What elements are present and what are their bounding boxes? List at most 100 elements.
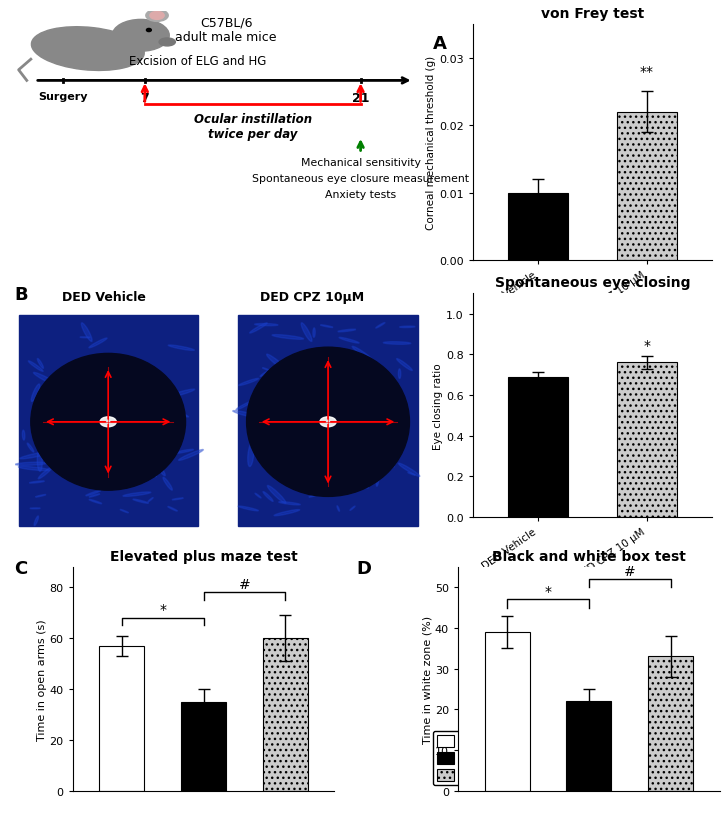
Ellipse shape — [233, 411, 266, 420]
Ellipse shape — [320, 417, 336, 427]
Ellipse shape — [121, 414, 129, 422]
Ellipse shape — [260, 414, 270, 425]
Ellipse shape — [120, 510, 129, 513]
Title: Black and white box test: Black and white box test — [492, 549, 686, 563]
Ellipse shape — [236, 402, 252, 411]
Text: #: # — [624, 564, 635, 578]
Ellipse shape — [36, 495, 46, 498]
Text: DED Vehicle: DED Vehicle — [63, 291, 146, 304]
Ellipse shape — [350, 463, 357, 468]
Ellipse shape — [78, 394, 83, 413]
Ellipse shape — [112, 21, 169, 52]
Ellipse shape — [386, 463, 394, 467]
Ellipse shape — [382, 397, 391, 402]
Ellipse shape — [125, 463, 132, 469]
Ellipse shape — [137, 405, 145, 408]
Bar — [100, 646, 144, 791]
Ellipse shape — [103, 432, 107, 437]
Y-axis label: Time in open arms (s): Time in open arms (s) — [37, 619, 47, 739]
Ellipse shape — [154, 461, 165, 476]
Ellipse shape — [355, 410, 380, 421]
Ellipse shape — [133, 499, 148, 503]
Text: Ocular instillation: Ocular instillation — [193, 113, 312, 126]
Ellipse shape — [27, 444, 34, 453]
Bar — [19, 315, 198, 527]
Bar — [238, 315, 417, 527]
Text: #: # — [238, 577, 250, 591]
Ellipse shape — [333, 455, 353, 457]
Ellipse shape — [289, 356, 295, 360]
Ellipse shape — [68, 391, 106, 397]
Ellipse shape — [267, 354, 289, 373]
Ellipse shape — [398, 369, 401, 379]
Ellipse shape — [165, 390, 195, 398]
Ellipse shape — [249, 324, 268, 334]
Ellipse shape — [92, 436, 97, 458]
Ellipse shape — [323, 432, 327, 437]
Ellipse shape — [335, 475, 369, 489]
Ellipse shape — [150, 12, 164, 21]
Ellipse shape — [162, 420, 173, 426]
Ellipse shape — [89, 494, 100, 498]
Ellipse shape — [113, 371, 119, 388]
Ellipse shape — [29, 481, 44, 484]
Bar — [566, 701, 611, 791]
Y-axis label: Corneal mechanical threshold (g): Corneal mechanical threshold (g) — [426, 55, 436, 230]
Text: DED CPZ 10μM: DED CPZ 10μM — [260, 291, 364, 304]
Ellipse shape — [321, 325, 333, 328]
Ellipse shape — [322, 372, 342, 377]
Ellipse shape — [141, 406, 155, 412]
Ellipse shape — [86, 491, 100, 496]
Bar — [617, 113, 677, 261]
Ellipse shape — [100, 417, 116, 427]
Ellipse shape — [338, 330, 356, 332]
Ellipse shape — [28, 361, 43, 372]
Ellipse shape — [362, 414, 371, 421]
Text: **: ** — [640, 65, 654, 79]
Ellipse shape — [20, 451, 54, 460]
Text: 7: 7 — [140, 92, 149, 105]
Ellipse shape — [84, 370, 108, 388]
Ellipse shape — [31, 27, 144, 71]
Text: adult male mice: adult male mice — [175, 31, 277, 44]
Ellipse shape — [400, 327, 415, 328]
Ellipse shape — [156, 383, 158, 388]
Bar — [263, 638, 308, 791]
Text: twice per day: twice per day — [208, 128, 297, 141]
Ellipse shape — [361, 392, 370, 410]
Text: Mechanical sensitivity: Mechanical sensitivity — [301, 158, 420, 168]
Title: von Frey test: von Frey test — [541, 7, 644, 21]
Legend: WT, DED Vehicle, DED CPZ 10μM: WT, DED Vehicle, DED CPZ 10μM — [433, 731, 551, 785]
Ellipse shape — [377, 479, 379, 487]
Ellipse shape — [145, 407, 150, 414]
Text: Anxiety tests: Anxiety tests — [325, 190, 396, 200]
Text: Surgery: Surgery — [39, 92, 88, 102]
Ellipse shape — [15, 463, 47, 466]
Ellipse shape — [95, 395, 125, 397]
Ellipse shape — [96, 457, 106, 464]
Ellipse shape — [340, 338, 359, 344]
Ellipse shape — [23, 431, 25, 440]
Ellipse shape — [398, 464, 419, 477]
Title: Elevated plus maze test: Elevated plus maze test — [110, 549, 297, 563]
Text: *: * — [643, 339, 651, 353]
Ellipse shape — [265, 440, 293, 445]
Ellipse shape — [274, 510, 300, 516]
Y-axis label: Eye closing ratio: Eye closing ratio — [433, 363, 443, 449]
Ellipse shape — [322, 471, 331, 488]
Ellipse shape — [345, 354, 358, 362]
Ellipse shape — [278, 423, 284, 437]
Bar — [648, 657, 693, 791]
Ellipse shape — [301, 324, 312, 342]
Text: *: * — [545, 585, 552, 599]
Ellipse shape — [168, 345, 194, 351]
Ellipse shape — [148, 498, 153, 502]
Ellipse shape — [260, 366, 281, 377]
Ellipse shape — [89, 500, 102, 504]
Ellipse shape — [123, 493, 150, 497]
Ellipse shape — [408, 473, 415, 475]
Ellipse shape — [238, 379, 259, 386]
Ellipse shape — [262, 368, 270, 372]
Text: 21: 21 — [352, 92, 369, 105]
Ellipse shape — [116, 442, 126, 445]
